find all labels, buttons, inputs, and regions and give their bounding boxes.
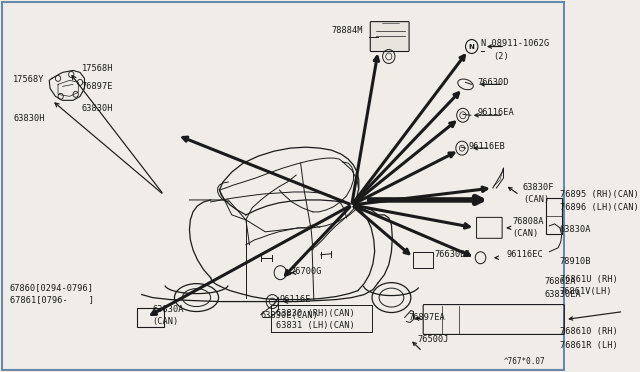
Text: 76861U (RH): 76861U (RH) (560, 275, 618, 284)
Text: 96116E: 96116E (280, 295, 311, 304)
Bar (138, 308, 164, 327)
Text: 96116EC: 96116EC (507, 250, 544, 259)
Text: 76500J: 76500J (417, 335, 449, 344)
Text: 63830F: 63830F (523, 183, 554, 192)
Text: 76700G: 76700G (290, 267, 321, 276)
Text: 63831 (LH)(CAN): 63831 (LH)(CAN) (276, 321, 355, 330)
Text: 76862A: 76862A (544, 277, 575, 286)
Text: 76895 (RH)(CAN): 76895 (RH)(CAN) (560, 190, 639, 199)
Text: (2): (2) (493, 52, 509, 61)
Text: 76808A: 76808A (512, 217, 544, 227)
Text: 17568H: 17568H (82, 64, 113, 73)
Text: 76630DA: 76630DA (435, 250, 472, 259)
Text: (CAN): (CAN) (512, 229, 538, 238)
FancyBboxPatch shape (371, 22, 409, 51)
Text: 63830E(CAN): 63830E(CAN) (261, 311, 319, 320)
Text: 63830 (RH)(CAN): 63830 (RH)(CAN) (276, 309, 355, 318)
Text: 63830A: 63830A (560, 225, 591, 234)
Text: 17568Y: 17568Y (13, 75, 45, 84)
Text: 76897E: 76897E (82, 82, 113, 91)
Text: 76861V(LH): 76861V(LH) (560, 287, 612, 296)
Text: 76861R (LH): 76861R (LH) (560, 341, 618, 350)
Text: 67861[0796-    ]: 67861[0796- ] (10, 295, 93, 304)
Text: 67860[0294-0796]: 67860[0294-0796] (10, 283, 93, 292)
Bar (546, 198, 562, 234)
Text: 78884M: 78884M (332, 26, 363, 35)
Text: (CAN): (CAN) (523, 195, 549, 205)
Text: 63830A: 63830A (152, 305, 184, 314)
Text: 78910B: 78910B (560, 257, 591, 266)
Text: N: N (468, 44, 475, 49)
Text: 96116EA: 96116EA (477, 108, 514, 117)
Text: N 08911-1062G: N 08911-1062G (481, 39, 550, 48)
Text: 63830EA: 63830EA (544, 290, 580, 299)
Text: 96116EB: 96116EB (468, 142, 505, 151)
Text: ^767*0.07: ^767*0.07 (504, 357, 545, 366)
Text: 76896 (LH)(CAN): 76896 (LH)(CAN) (560, 203, 639, 212)
Text: 768610 (RH): 768610 (RH) (560, 327, 618, 336)
Text: 76897EA: 76897EA (408, 313, 445, 322)
Text: 63830H: 63830H (82, 104, 113, 113)
Text: 76630D: 76630D (477, 78, 509, 87)
Text: (CAN): (CAN) (152, 317, 179, 326)
Text: 63830H: 63830H (13, 114, 45, 123)
